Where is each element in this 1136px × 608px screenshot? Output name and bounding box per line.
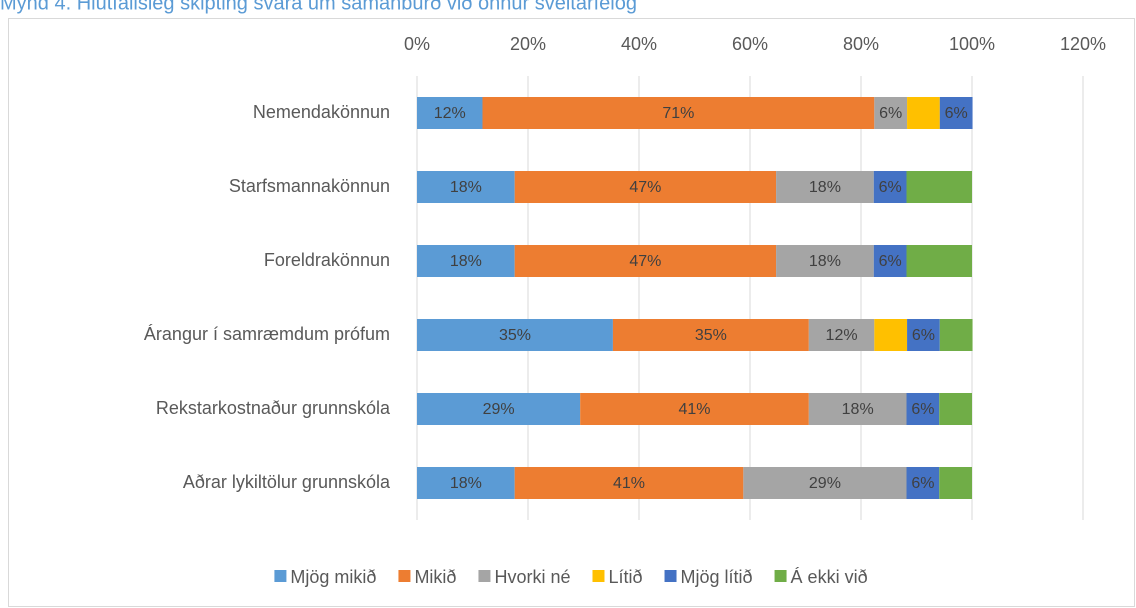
x-tick-label: 20%: [510, 34, 546, 54]
data-label: 6%: [911, 475, 934, 492]
data-label: 18%: [450, 253, 482, 270]
bar-segment: [417, 171, 515, 203]
bar-segment: [907, 319, 940, 351]
chart-title: Mynd 4. Hlutfallsleg skipting svara um s…: [0, 0, 637, 14]
bar-segment: [808, 393, 907, 425]
data-label: 6%: [911, 401, 934, 418]
bar-segment: [580, 393, 809, 425]
bar-segment: [482, 97, 875, 129]
data-label: 41%: [613, 475, 645, 492]
y-tick-label: Starfsmannakönnun: [229, 176, 390, 196]
bar-segment: [514, 171, 777, 203]
legend-label: Á ekki við: [791, 567, 868, 587]
bar-segment: [906, 393, 940, 425]
y-tick-label: Foreldrakönnun: [264, 250, 390, 270]
bar-segment: [874, 319, 908, 351]
legend-label: Mjög lítið: [681, 567, 753, 587]
bar-segment: [939, 467, 972, 499]
y-tick-label: Rekstarkostnaður grunnskóla: [156, 398, 391, 418]
bar-segment: [417, 245, 515, 277]
bar-segment: [907, 97, 940, 129]
bar-segment: [514, 245, 777, 277]
x-tick-label: 80%: [843, 34, 879, 54]
data-label: 6%: [912, 327, 935, 344]
data-label: 47%: [629, 179, 661, 196]
legend-label: Mjög mikið: [290, 567, 376, 587]
y-tick-label: Aðrar lykiltölur grunnskóla: [183, 472, 391, 492]
bar-segment: [874, 97, 908, 129]
data-label: 6%: [879, 105, 902, 122]
bar-segment: [743, 467, 907, 499]
bar-segment: [776, 245, 874, 277]
data-label: 29%: [809, 475, 841, 492]
x-tick-label: 120%: [1060, 34, 1106, 54]
bar-segment: [808, 319, 875, 351]
data-label: 35%: [695, 327, 727, 344]
bar-segment: [906, 245, 972, 277]
data-label: 47%: [629, 253, 661, 270]
legend-label: Hvorki né: [494, 567, 570, 587]
data-label: 6%: [945, 105, 968, 122]
bar-segment: [906, 467, 940, 499]
legend-swatch: [478, 570, 491, 582]
legend-label: Lítið: [608, 567, 642, 587]
x-tick-label: 40%: [621, 34, 657, 54]
legend-label: Mikið: [414, 567, 456, 587]
data-label: 18%: [450, 179, 482, 196]
x-tick-label: 60%: [732, 34, 768, 54]
legend-swatch: [592, 570, 605, 582]
x-tick-label: 100%: [949, 34, 995, 54]
bar-segment: [873, 171, 907, 203]
data-label: 18%: [809, 253, 841, 270]
bar-segment: [939, 97, 973, 129]
bar-segment: [417, 393, 581, 425]
bar-segment: [417, 467, 515, 499]
bar-segment: [417, 97, 483, 129]
legend-swatch: [398, 570, 411, 582]
bar-segment: [612, 319, 809, 351]
data-label: 6%: [879, 253, 902, 270]
bar-segment: [873, 245, 907, 277]
data-label: 12%: [434, 105, 466, 122]
data-label: 29%: [483, 401, 515, 418]
legend-swatch: [664, 570, 677, 582]
data-label: 18%: [842, 401, 874, 418]
bar-segment: [514, 467, 744, 499]
data-label: 41%: [678, 401, 710, 418]
legend-swatch: [274, 570, 287, 582]
data-label: 35%: [499, 327, 531, 344]
bar-segment: [939, 319, 973, 351]
data-label: 71%: [662, 105, 694, 122]
bar-segment: [906, 171, 972, 203]
bar-segment: [417, 319, 613, 351]
bar-segment: [776, 171, 874, 203]
x-tick-label: 0%: [404, 34, 430, 54]
data-label: 18%: [809, 179, 841, 196]
y-tick-label: Árangur í samræmdum prófum: [144, 324, 390, 344]
bar-segment: [939, 393, 972, 425]
data-label: 6%: [879, 179, 902, 196]
data-label: 18%: [450, 475, 482, 492]
y-tick-label: Nemendakönnun: [253, 102, 390, 122]
data-label: 12%: [826, 327, 858, 344]
legend-swatch: [774, 570, 787, 582]
